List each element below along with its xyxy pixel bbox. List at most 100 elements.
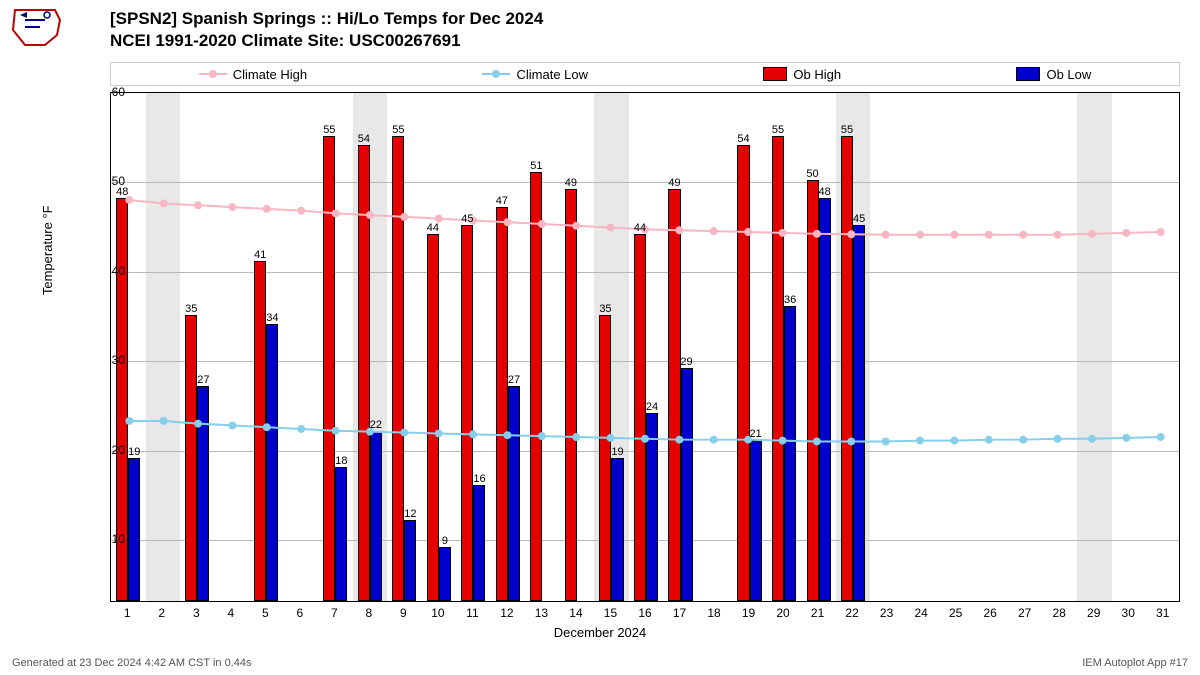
weekend-band <box>146 93 181 601</box>
ob-high-bar-label: 35 <box>599 303 611 315</box>
x-tick-label: 24 <box>914 606 927 620</box>
climate-low-marker <box>1019 436 1027 444</box>
legend-ob-low: Ob Low <box>1016 67 1091 82</box>
ob-low-bar <box>439 547 451 601</box>
climate-high-marker <box>1054 231 1062 239</box>
legend-label-ob-low: Ob Low <box>1046 67 1091 82</box>
logo-svg <box>5 5 65 50</box>
x-tick-label: 2 <box>158 606 165 620</box>
ob-high-bar-label: 44 <box>634 222 646 234</box>
ob-high-bar-label: 55 <box>392 124 404 136</box>
x-tick-label: 15 <box>604 606 617 620</box>
climate-high-marker <box>1019 231 1027 239</box>
ob-low-bar <box>128 458 140 601</box>
weekend-band <box>1077 93 1112 601</box>
gridline <box>111 182 1179 183</box>
ob-high-bar-label: 50 <box>806 168 818 180</box>
ob-low-bar-label: 22 <box>370 419 382 431</box>
x-tick-label: 25 <box>949 606 962 620</box>
x-tick-label: 29 <box>1087 606 1100 620</box>
legend-swatch-ob-low <box>1016 67 1040 81</box>
climate-high-marker <box>950 231 958 239</box>
ob-low-bar-label: 21 <box>749 428 761 440</box>
climate-low-marker <box>297 425 305 433</box>
x-tick-label: 13 <box>535 606 548 620</box>
climate-low-marker <box>1122 434 1130 442</box>
ob-low-bar-label: 16 <box>473 473 485 485</box>
legend-swatch-climate-low <box>482 73 510 75</box>
ob-high-bar <box>185 315 197 601</box>
ob-low-bar <box>646 413 658 601</box>
ob-high-bar <box>565 189 577 601</box>
climate-high-marker <box>1122 229 1130 237</box>
x-tick-label: 16 <box>638 606 651 620</box>
ob-low-bar <box>681 368 693 601</box>
legend-label-ob-high: Ob High <box>793 67 841 82</box>
ob-high-bar <box>634 234 646 601</box>
ob-high-bar <box>427 234 439 601</box>
legend-ob-high: Ob High <box>763 67 841 82</box>
climate-high-marker <box>1157 228 1165 236</box>
ob-high-bar <box>772 136 784 601</box>
x-tick-label: 5 <box>262 606 269 620</box>
x-tick-label: 22 <box>845 606 858 620</box>
x-tick-label: 8 <box>366 606 373 620</box>
ob-high-bar-label: 49 <box>565 177 577 189</box>
climate-low-marker <box>1054 435 1062 443</box>
ob-high-bar <box>807 180 819 601</box>
ob-low-bar-label: 27 <box>197 374 209 386</box>
x-tick-label: 10 <box>431 606 444 620</box>
x-tick-label: 11 <box>466 606 478 620</box>
x-tick-label: 27 <box>1018 606 1031 620</box>
ob-high-bar <box>254 261 266 601</box>
climate-low-marker <box>882 437 890 445</box>
title-line-2: NCEI 1991-2020 Climate Site: USC00267691 <box>110 30 543 52</box>
climate-low-marker <box>950 437 958 445</box>
climate-high-marker <box>916 231 924 239</box>
legend-swatch-ob-high <box>763 67 787 81</box>
ob-high-bar <box>461 225 473 601</box>
ob-high-bar <box>323 136 335 601</box>
ob-high-bar-label: 47 <box>496 195 508 207</box>
ob-low-bar-label: 18 <box>335 455 347 467</box>
ob-high-bar-label: 41 <box>254 249 266 261</box>
y-tick-label: 60 <box>95 85 125 99</box>
ob-low-bar-label: 24 <box>646 401 658 413</box>
x-tick-label: 26 <box>983 606 996 620</box>
footer-app: IEM Autoplot App #17 <box>1082 657 1188 669</box>
ob-low-bar-label: 19 <box>128 446 140 458</box>
x-tick-label: 20 <box>776 606 789 620</box>
climate-low-marker <box>985 436 993 444</box>
legend: Climate High Climate Low Ob High Ob Low <box>110 62 1180 86</box>
title-line-1: [SPSN2] Spanish Springs :: Hi/Lo Temps f… <box>110 8 543 30</box>
ob-low-bar <box>508 386 520 601</box>
ob-low-bar <box>197 386 209 601</box>
ob-low-bar-label: 9 <box>442 535 448 547</box>
x-tick-label: 7 <box>331 606 338 620</box>
ob-low-bar-label: 34 <box>266 312 278 324</box>
climate-high-marker <box>228 203 236 211</box>
ob-low-bar <box>404 520 416 601</box>
ob-low-bar <box>853 225 865 601</box>
y-axis-label: Temperature °F <box>40 205 55 295</box>
ob-high-bar-label: 54 <box>737 133 749 145</box>
x-tick-label: 12 <box>500 606 513 620</box>
x-axis-label: December 2024 <box>0 625 1200 640</box>
x-tick-label: 6 <box>296 606 303 620</box>
iem-logo <box>5 5 65 50</box>
ob-high-bar-label: 55 <box>323 124 335 136</box>
climate-high-marker <box>985 231 993 239</box>
ob-high-bar <box>530 172 542 601</box>
ob-high-bar-label: 44 <box>427 222 439 234</box>
ob-low-bar-label: 45 <box>853 213 865 225</box>
ob-high-bar-label: 55 <box>841 124 853 136</box>
x-tick-label: 28 <box>1053 606 1066 620</box>
climate-high-marker <box>263 205 271 213</box>
y-tick-label: 50 <box>95 174 125 188</box>
x-tick-label: 31 <box>1156 606 1169 620</box>
footer-generated: Generated at 23 Dec 2024 4:42 AM CST in … <box>12 657 252 669</box>
climate-high-marker <box>194 201 202 209</box>
legend-climate-low: Climate Low <box>482 67 588 82</box>
climate-high-marker <box>710 227 718 235</box>
x-tick-label: 3 <box>193 606 200 620</box>
